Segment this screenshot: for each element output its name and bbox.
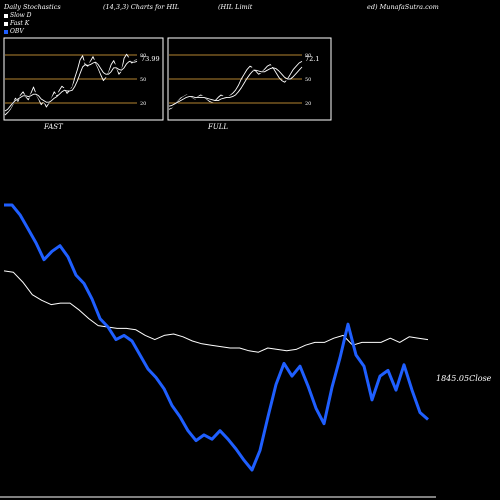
legend-item-obv: OBV xyxy=(4,28,24,35)
fast-series-line-2 xyxy=(4,60,138,112)
chart-header-source: ed) MunafaSutra.com xyxy=(367,3,439,11)
fast-series-line-1 xyxy=(4,57,138,114)
fast-tick-label: 20 xyxy=(140,101,146,107)
legend-swatch-slow-d xyxy=(4,13,8,18)
full-value-label: 72.1 xyxy=(305,55,319,63)
full-tick-label: 20 xyxy=(305,101,311,107)
legend-item-slow-d: Slow D xyxy=(4,12,32,19)
fast-panel-border xyxy=(3,37,164,121)
legend-swatch-fast-k xyxy=(4,21,8,26)
chart-header-company: (HIL Limit xyxy=(218,3,253,11)
legend-label-slow-d: Slow D xyxy=(10,12,32,19)
fast-value-label: 73.99 xyxy=(141,55,160,63)
full-panel-title: FULL xyxy=(207,123,228,131)
fast-tick-label: 50 xyxy=(140,77,146,83)
full-series-line-0 xyxy=(168,61,303,110)
close-label: 1845.05Close xyxy=(436,374,492,383)
price-line xyxy=(3,270,429,353)
full-tick-label: 50 xyxy=(305,77,311,83)
full-panel-border xyxy=(167,37,332,121)
legend-label-obv: OBV xyxy=(10,28,24,35)
legend-item-fast-k: Fast K xyxy=(4,20,29,27)
fast-tick-label: 80 xyxy=(140,53,146,59)
fast-panel-title: FAST xyxy=(43,123,64,131)
full-series-line-1 xyxy=(168,62,303,109)
full-series-line-2 xyxy=(168,66,303,107)
chart-header-left: Daily Stochastics xyxy=(4,3,61,11)
legend-label-fast-k: Fast K xyxy=(10,20,30,27)
legend-swatch-obv xyxy=(4,29,8,34)
fast-series-line-0 xyxy=(4,53,138,116)
obv-line xyxy=(4,203,429,472)
full-tick-label: 80 xyxy=(305,53,311,59)
chart-header-params: (14,3,3) Charts for HIL xyxy=(103,3,180,11)
